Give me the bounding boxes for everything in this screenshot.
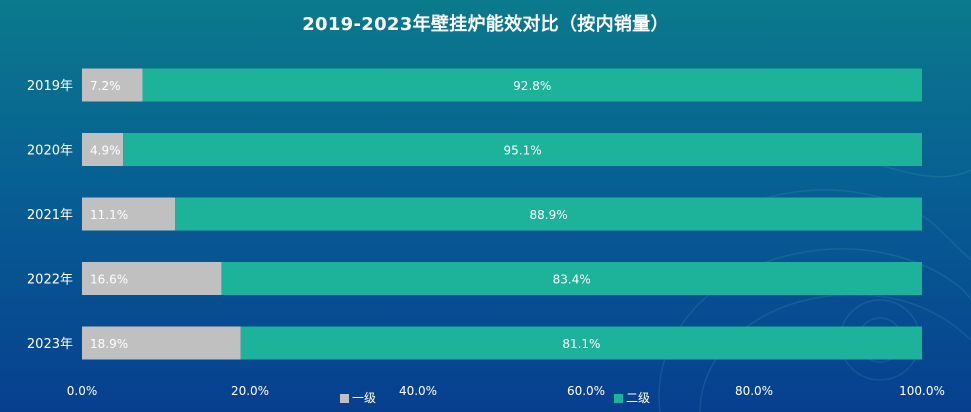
y-axis-label: 2019年 (27, 79, 73, 94)
x-axis-tick-label: 40.0% (399, 384, 437, 398)
data-label: 88.9% (530, 208, 568, 222)
bar-segment-level-1 (82, 326, 241, 360)
bar-segment-level-2 (221, 262, 922, 295)
data-label: 83.4% (553, 273, 591, 287)
data-label: 11.1% (90, 208, 128, 222)
chart-title: 2019-2023年壁挂炉能效对比（按内销量） (302, 14, 669, 35)
bar-segment-level-1 (82, 133, 124, 166)
bar-segment-level-1 (82, 197, 176, 231)
y-axis-label: 2022年 (27, 273, 73, 288)
x-axis-tick-label: 60.0% (567, 384, 605, 398)
x-axis-tick-label: 80.0% (735, 384, 773, 398)
bar-segment-level-2 (240, 326, 922, 360)
bar-segment-level-2 (175, 197, 923, 231)
bar-segment-level-2 (142, 68, 923, 102)
data-label: 92.8% (513, 79, 551, 93)
data-label: 16.6% (90, 273, 128, 287)
data-label: 18.9% (90, 337, 128, 351)
y-axis-label: 2023年 (27, 337, 73, 352)
data-label: 7.2% (90, 79, 121, 93)
x-axis-tick-label: 0.0% (67, 384, 98, 398)
x-axis-tick-label: 100.0% (899, 384, 945, 398)
y-axis-label: 2020年 (27, 144, 73, 159)
x-axis-tick-label: 20.0% (231, 384, 269, 398)
y-axis-label: 2021年 (27, 208, 73, 223)
bar-segment-level-2 (123, 133, 922, 166)
bar-segment-level-1 (82, 68, 143, 102)
bar-segment-level-1 (82, 262, 222, 295)
data-label: 4.9% (90, 144, 121, 158)
data-label: 95.1% (504, 144, 542, 158)
data-label: 81.1% (562, 337, 600, 351)
